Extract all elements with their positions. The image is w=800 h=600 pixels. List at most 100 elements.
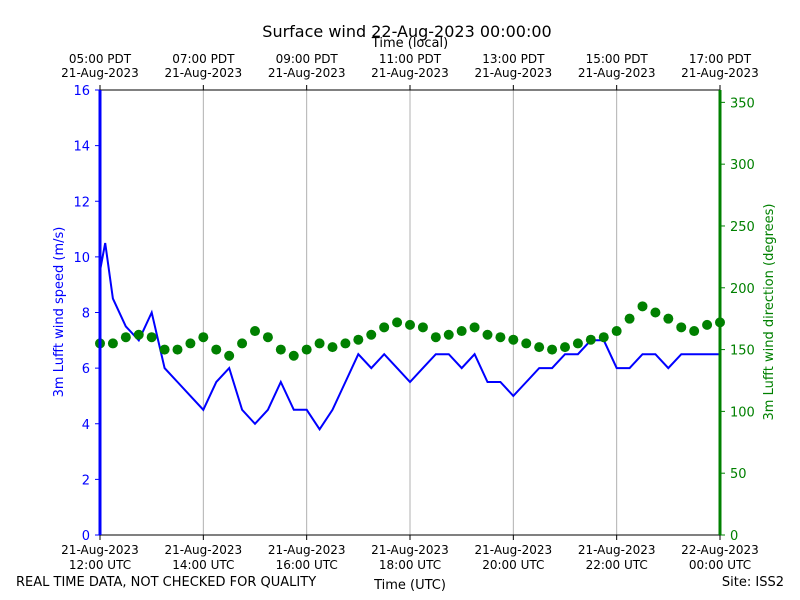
wind-direction-point [275, 344, 286, 355]
top-tick-date: 21-Aug-2023 [165, 66, 243, 80]
bottom-tick-time: 12:00 UTC [69, 558, 131, 572]
wind-direction-point [456, 326, 467, 337]
wind-direction-point [327, 342, 338, 353]
right-tick-label: 0 [730, 529, 738, 544]
wind-direction-point [288, 350, 299, 361]
wind-direction-point [598, 332, 609, 343]
bottom-tick-date: 21-Aug-2023 [371, 543, 449, 557]
wind-direction-point [211, 344, 222, 355]
right-tick-label: 100 [730, 405, 755, 420]
right-tick-label: 250 [730, 220, 755, 235]
site-label: Site: ISS2 [721, 575, 784, 590]
left-tick-label: 4 [82, 418, 90, 433]
wind-direction-point [508, 334, 519, 345]
top-tick-date: 21-Aug-2023 [681, 66, 759, 80]
wind-direction-point [262, 332, 273, 343]
left-tick-label: 12 [73, 195, 90, 210]
wind-direction-point [469, 322, 480, 333]
left-tick-label: 8 [82, 307, 90, 322]
wind-speed-line [99, 242, 720, 432]
wind-direction-point [637, 301, 648, 312]
wind-direction-point [572, 338, 583, 349]
wind-direction-point [430, 332, 441, 343]
bottom-tick-time: 16:00 UTC [276, 558, 338, 572]
left-tick-label: 6 [82, 362, 90, 377]
top-tick-date: 21-Aug-2023 [61, 66, 139, 80]
wind-direction-point [443, 329, 454, 340]
wind-direction-point [379, 322, 390, 333]
wind-direction-point [676, 322, 687, 333]
top-tick-date: 21-Aug-2023 [268, 66, 346, 80]
bottom-tick-time: 14:00 UTC [172, 558, 234, 572]
wind-direction-point [237, 338, 248, 349]
wind-direction-point [146, 332, 157, 343]
bottom-tick-time: 18:00 UTC [379, 558, 441, 572]
wind-direction-point [250, 326, 260, 337]
wind-direction-point [702, 319, 713, 330]
wind-direction-point [107, 338, 118, 349]
top-tick-date: 21-Aug-2023 [371, 66, 449, 80]
wind-direction-point [663, 313, 674, 324]
right-tick-label: 50 [730, 467, 747, 482]
top-axis-title: Time (local) [371, 36, 448, 51]
wind-direction-point [392, 317, 403, 328]
wind-direction-point [482, 329, 493, 340]
wind-direction-point [133, 329, 144, 340]
left-tick-label: 16 [73, 84, 90, 99]
wind-direction-point [417, 322, 428, 333]
chart-title: Surface wind 22-Aug-2023 00:00:00 [262, 22, 551, 41]
wind-direction-point [301, 344, 312, 355]
quality-disclaimer: REAL TIME DATA, NOT CHECKED FOR QUALITY [16, 575, 317, 590]
wind-direction-point [585, 334, 596, 345]
wind-direction-point [495, 332, 506, 343]
wind-direction-point [624, 313, 635, 324]
wind-direction-point [314, 338, 325, 349]
left-tick-label: 2 [82, 473, 90, 488]
right-tick-label: 350 [730, 96, 755, 111]
right-tick-label: 300 [730, 158, 755, 173]
top-tick-time: 05:00 PDT [69, 52, 132, 66]
wind-direction-point [366, 329, 377, 340]
wind-direction-point [172, 344, 183, 355]
top-tick-time: 13:00 PDT [482, 52, 545, 66]
bottom-tick-date: 21-Aug-2023 [165, 543, 243, 557]
wind-direction-point [353, 334, 364, 345]
top-tick-time: 07:00 PDT [172, 52, 235, 66]
wind-direction-point [159, 344, 170, 355]
x-axis-title: Time (UTC) [373, 578, 446, 593]
right-tick-label: 150 [730, 344, 755, 359]
bottom-tick-time: 20:00 UTC [482, 558, 544, 572]
wind-direction-point [198, 332, 209, 343]
top-tick-time: 11:00 PDT [379, 52, 442, 66]
right-tick-label: 200 [730, 282, 755, 297]
wind-direction-point [650, 307, 661, 318]
wind-direction-point [560, 342, 570, 353]
top-tick-date: 21-Aug-2023 [475, 66, 553, 80]
wind-direction-point [405, 319, 415, 330]
left-tick-label: 10 [73, 251, 90, 266]
wind-direction-point [185, 338, 196, 349]
wind-direction-point [534, 342, 545, 353]
wind-direction-point [224, 350, 235, 361]
bottom-tick-date: 21-Aug-2023 [268, 543, 346, 557]
left-tick-label: 14 [73, 140, 90, 155]
bottom-tick-time: 22:00 UTC [586, 558, 648, 572]
bottom-tick-time: 00:00 UTC [689, 558, 751, 572]
top-tick-time: 15:00 PDT [586, 52, 649, 66]
wind-direction-point [340, 338, 351, 349]
top-tick-time: 09:00 PDT [276, 52, 339, 66]
top-tick-date: 21-Aug-2023 [578, 66, 656, 80]
bottom-tick-date: 21-Aug-2023 [475, 543, 553, 557]
right-axis-title: 3m Lufft wind direction (degrees) [762, 204, 777, 421]
bottom-tick-date: 22-Aug-2023 [681, 543, 759, 557]
bottom-tick-date: 21-Aug-2023 [578, 543, 656, 557]
wind-direction-point [689, 326, 700, 337]
top-tick-time: 17:00 PDT [689, 52, 752, 66]
bottom-tick-date: 21-Aug-2023 [61, 543, 139, 557]
wind-direction-point [120, 332, 131, 343]
left-tick-label: 0 [82, 529, 90, 544]
wind-direction-point [611, 326, 622, 337]
wind-direction-point [521, 338, 532, 349]
wind-direction-point [547, 344, 558, 355]
